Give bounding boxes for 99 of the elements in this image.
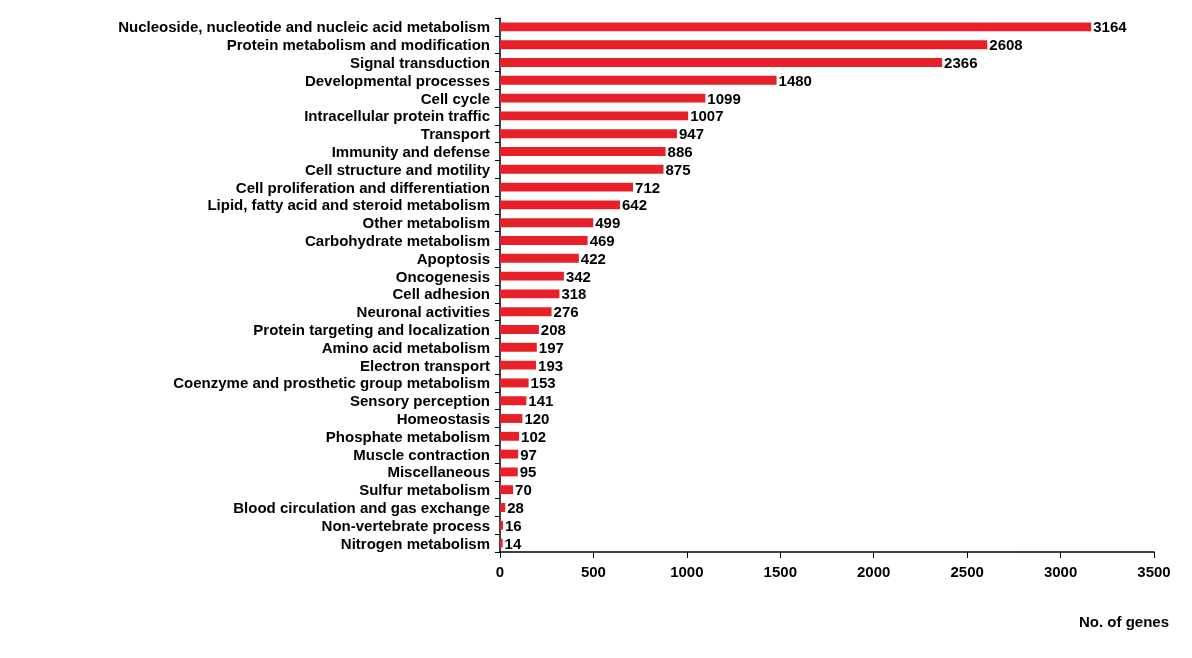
y-tick-label: Nitrogen metabolism xyxy=(340,534,490,552)
data-label: 276 xyxy=(553,303,579,321)
data-label: 1099 xyxy=(707,89,741,107)
y-tick-label: Carbohydrate metabolism xyxy=(304,232,490,249)
y-tick-label: Nucleoside, nucleotide and nucleic acid metabolism xyxy=(118,18,490,36)
y-tick-label: Muscle contraction xyxy=(353,445,490,463)
data-label: 70 xyxy=(515,481,532,499)
y-tick-label: Homeostasis xyxy=(396,410,490,427)
y-tick-label: Miscellaneous xyxy=(387,463,490,481)
data-label: 499 xyxy=(595,214,621,232)
y-tick-label: Neuronal activities xyxy=(356,303,490,321)
data-label: 16 xyxy=(504,516,522,534)
x-tick-label: 0 xyxy=(495,563,505,580)
y-tick-label: Transport xyxy=(420,125,490,143)
bar xyxy=(500,218,594,228)
bar xyxy=(500,111,689,121)
y-tick-label: Oncogenesis xyxy=(395,267,490,285)
y-tick-label: Non-vertebrate process xyxy=(321,516,490,534)
bar xyxy=(500,93,706,103)
bar xyxy=(500,182,634,192)
data-label: 712 xyxy=(635,178,661,196)
data-label: 14 xyxy=(504,534,522,552)
bar xyxy=(500,147,666,156)
y-tick-label: Cell adhesion xyxy=(392,285,490,303)
y-tick-label: Protein targeting and localization xyxy=(253,321,490,338)
bar xyxy=(500,253,579,263)
y-tick-label: Phosphate metabolism xyxy=(325,427,490,445)
bar xyxy=(500,485,514,495)
bar xyxy=(500,325,539,334)
bar xyxy=(500,449,519,459)
bar xyxy=(500,467,518,477)
y-tick-label: Signal transduction xyxy=(349,54,490,71)
bar xyxy=(500,307,552,317)
data-label: 342 xyxy=(565,267,591,285)
data-label: 97 xyxy=(520,445,537,463)
y-tick-label: Intracellular protein traffic xyxy=(304,107,490,125)
y-tick-label: Coenzyme and prosthetic group metabolism xyxy=(173,374,490,392)
data-label: 886 xyxy=(667,143,693,160)
y-tick-label: Immunity and defense xyxy=(331,143,490,160)
x-tick-label: 1500 xyxy=(763,563,797,580)
y-tick-label: Developmental processes xyxy=(304,71,490,89)
bar xyxy=(500,58,943,67)
x-tick-label: 1000 xyxy=(670,563,704,580)
y-tick-label: Apoptosis xyxy=(416,249,490,267)
bar xyxy=(500,40,988,50)
data-label: 197 xyxy=(538,338,564,356)
bar xyxy=(500,360,537,370)
data-label: 2608 xyxy=(989,36,1023,54)
data-label: 642 xyxy=(621,196,647,214)
data-label: 422 xyxy=(580,249,606,267)
bar xyxy=(500,129,677,139)
data-label: 318 xyxy=(561,285,587,303)
x-tick-label: 2000 xyxy=(857,563,891,580)
bar xyxy=(500,164,664,174)
data-label: 95 xyxy=(519,463,537,481)
x-axis-title: No. of genes xyxy=(1078,613,1169,630)
y-tick-label: Blood circulation and gas exchange xyxy=(233,499,490,516)
data-label: 947 xyxy=(678,125,704,143)
data-label: 153 xyxy=(530,374,556,392)
x-tick-label: 3500 xyxy=(1137,563,1171,580)
bar xyxy=(500,236,588,245)
y-tick-label: Sulfur metabolism xyxy=(359,481,490,499)
y-tick-label: Sensory perception xyxy=(349,392,490,410)
y-tick-label: Protein metabolism and modification xyxy=(226,36,490,54)
bar xyxy=(500,414,523,423)
x-tick-label: 3000 xyxy=(1043,563,1078,580)
data-label: 120 xyxy=(524,410,550,427)
data-label: 193 xyxy=(538,356,564,374)
bar xyxy=(500,75,777,85)
bar xyxy=(500,538,503,548)
data-label: 469 xyxy=(589,232,615,249)
y-tick-label: Cell cycle xyxy=(420,89,490,107)
data-label: 208 xyxy=(540,321,566,338)
x-tick-label: 2500 xyxy=(950,563,984,580)
bar xyxy=(500,396,527,406)
x-tick-label: 500 xyxy=(580,563,606,580)
data-label: 102 xyxy=(521,427,547,445)
y-tick-label: Other metabolism xyxy=(362,214,490,232)
y-tick-label: Electron transport xyxy=(359,356,490,374)
data-label: 141 xyxy=(528,392,554,410)
bar xyxy=(500,271,564,281)
data-label: 2366 xyxy=(944,54,978,71)
data-label: 3164 xyxy=(1093,18,1128,36)
bar xyxy=(500,22,1092,32)
data-label: 875 xyxy=(665,160,691,178)
bar xyxy=(500,431,520,441)
bar xyxy=(500,520,503,530)
data-label: 1480 xyxy=(778,71,812,89)
bar xyxy=(500,503,506,512)
y-tick-label: Cell proliferation and differentiation xyxy=(235,178,490,196)
bar xyxy=(500,378,529,388)
bar xyxy=(500,289,560,299)
data-label: 28 xyxy=(507,499,524,516)
bar xyxy=(500,342,537,352)
y-tick-label: Cell structure and motility xyxy=(304,160,491,178)
data-label: 1007 xyxy=(690,107,724,125)
y-tick-label: Lipid, fatty acid and steroid metabolism xyxy=(207,196,490,214)
bar xyxy=(500,200,620,210)
y-tick-label: Amino acid metabolism xyxy=(321,338,490,356)
